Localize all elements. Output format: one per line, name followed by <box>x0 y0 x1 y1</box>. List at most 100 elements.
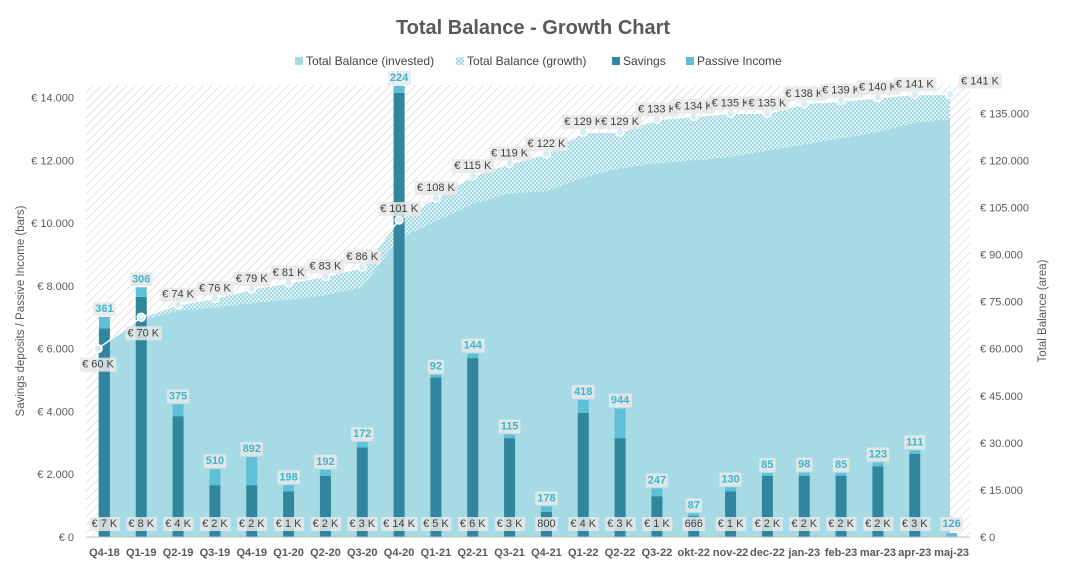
passive-income-label-bg <box>240 442 263 457</box>
savings-label-bg <box>826 517 857 531</box>
savings-label: 666 <box>685 518 703 530</box>
data-labels: € 7 K 361 € 60 K € 8 K 306 € 70 K € 4 K 375 € 74… <box>80 70 1002 531</box>
balance-label-bg <box>307 259 344 274</box>
passive-income-bar <box>540 506 552 512</box>
passive-income-bar <box>504 434 516 439</box>
savings-label: € 1 K <box>644 518 670 530</box>
x-tick-label: Q1-21 <box>421 547 452 559</box>
passive-income-label: 247 <box>648 474 666 486</box>
savings-label: € 2 K <box>202 518 228 530</box>
savings-bar <box>835 475 847 537</box>
balance-label-bg <box>160 287 197 302</box>
passive-income-label: 87 <box>688 499 700 511</box>
passive-income-bar <box>577 399 589 414</box>
balance-point <box>431 193 441 203</box>
y-left-tick-label: € 6.000 <box>37 344 74 356</box>
x-tick-label: jan-23 <box>787 547 820 559</box>
savings-label: € 8 K <box>128 518 154 530</box>
savings-label-bg <box>347 517 378 531</box>
balance-label: € 79 K <box>236 273 268 285</box>
chart-legend: Total Balance (invested) Total Balance (g… <box>295 54 782 68</box>
balance-label-bg <box>856 80 900 95</box>
y-right-tick-label: € 90.000 <box>980 250 1023 262</box>
balance-point <box>945 89 955 100</box>
balance-label: € 129 K <box>564 116 603 128</box>
balance-point <box>725 108 736 118</box>
savings-label: € 2 K <box>865 518 891 530</box>
balance-label: € 101 K <box>380 203 419 215</box>
passive-income-bar <box>688 513 700 517</box>
x-tick-label: feb-23 <box>825 547 857 559</box>
savings-bar <box>725 491 737 537</box>
y-right-tick-label: € 60.000 <box>980 344 1023 356</box>
savings-label-bg <box>642 517 673 531</box>
passive-income-label: 192 <box>316 456 334 468</box>
savings-label-bg <box>381 517 418 531</box>
passive-income-label-bg <box>461 338 485 353</box>
x-tick-label: Q1-20 <box>273 547 304 559</box>
passive-income-bar <box>356 442 368 448</box>
passive-income-bar <box>209 469 221 486</box>
balance-label-bg <box>746 96 790 111</box>
passive-income-label: 130 <box>721 473 739 485</box>
savings-label-bg <box>568 517 599 531</box>
savings-bar <box>798 475 810 537</box>
passive-income-label-bg <box>314 454 337 469</box>
balance-invested-area <box>98 119 950 537</box>
balance-point <box>210 293 220 304</box>
passive-income-bar <box>98 316 110 329</box>
balance-label: € 115 K <box>454 160 492 172</box>
savings-bar <box>246 485 258 537</box>
balance-point <box>173 299 183 310</box>
savings-bar <box>872 466 884 537</box>
balance-label-bg <box>635 102 679 117</box>
passive-income-label-bg <box>130 272 153 287</box>
passive-income-label: 361 <box>95 303 113 315</box>
passive-income-label-bg <box>608 393 633 408</box>
x-tick-label: Q2-20 <box>310 547 341 559</box>
y-right-tick-label: € 0 <box>980 532 995 544</box>
x-tick-label: Q1-22 <box>568 547 599 559</box>
balance-label-bg <box>414 181 458 195</box>
balance-point <box>136 312 146 323</box>
savings-label-bg <box>863 517 894 531</box>
balance-label-bg <box>709 96 753 111</box>
savings-label-bg <box>682 517 705 531</box>
passive-income-label: 85 <box>761 459 773 471</box>
balance-point <box>357 262 367 272</box>
balance-point <box>873 92 883 103</box>
balance-label: € 119 K <box>491 147 529 159</box>
x-tick-label: Q4-20 <box>384 547 415 559</box>
balance-label: € 140 K <box>859 82 898 94</box>
balance-label-bg <box>80 357 117 372</box>
passive-income-label-bg <box>572 384 595 399</box>
passive-income-bar <box>283 485 295 492</box>
x-tick-label: nov-22 <box>713 547 748 559</box>
savings-label: € 3 K <box>349 518 375 530</box>
passive-income-label-bg <box>904 435 926 450</box>
y-right-tick-label: € 15.000 <box>980 485 1023 497</box>
x-tick-label: Q3-20 <box>347 547 378 559</box>
passive-income-bar <box>319 469 331 476</box>
balance-label-bg <box>452 159 494 174</box>
y-right-tick-label: € 105.000 <box>980 202 1029 214</box>
passive-income-label: 198 <box>279 471 297 483</box>
balance-point <box>652 114 662 125</box>
savings-label: € 14 K <box>383 518 415 530</box>
balance-point <box>762 108 773 118</box>
balance-label-bg <box>233 272 271 287</box>
balance-label-bg <box>820 83 863 98</box>
legend-swatch <box>686 57 694 65</box>
passive-income-label-bg <box>866 447 890 462</box>
passive-income-bar <box>651 488 663 497</box>
balance-area-layer <box>98 94 950 538</box>
savings-label-bg <box>535 517 558 531</box>
passive-income-label-bg <box>277 470 300 485</box>
balance-point <box>689 111 699 122</box>
passive-income-label: 892 <box>243 443 261 455</box>
balance-label: € 74 K <box>162 289 194 301</box>
x-tick-label: dec-22 <box>750 547 785 559</box>
passive-income-label: 306 <box>132 273 150 285</box>
balance-point <box>836 95 846 106</box>
